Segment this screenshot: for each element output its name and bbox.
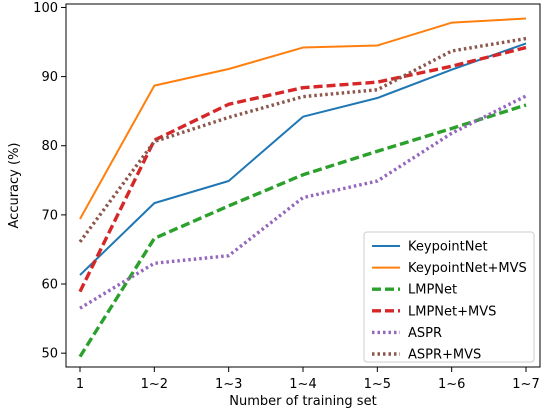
x-tick-label: 1~5 [364, 377, 391, 392]
series-line-keypointnet-mvs [79, 17, 527, 220]
legend: KeypointNet KeypointNet+MVS LMPNet LMPNet+M… [363, 231, 535, 363]
legend-label: KeypointNet [408, 240, 488, 255]
series-line-aspr [79, 94, 527, 310]
x-tick-label: 1 [76, 377, 84, 392]
x-axis-title: Number of training set [229, 394, 376, 409]
legend-label: ASPR+MVS [408, 348, 481, 363]
series-layer [78, 17, 527, 358]
x-tick-label: 1~4 [289, 377, 316, 392]
y-tick-label: 60 [41, 278, 58, 293]
x-tick-label: 1~3 [215, 377, 242, 392]
y-tick-label: 90 [41, 70, 58, 85]
x-tick-label: 1~2 [141, 377, 168, 392]
y-tick-label: 80 [41, 139, 58, 154]
y-tick-label: 70 [41, 208, 58, 223]
x-tick-label: 1~6 [438, 377, 465, 392]
legend-label: LMPNet+MVS [408, 304, 496, 319]
legend-label: KeypointNet+MVS [408, 261, 527, 276]
series-line-keypointnet [79, 42, 527, 276]
series-line-lmpnet-mvs [78, 45, 527, 293]
series-line-lmpnet [78, 103, 527, 358]
y-axis: 50 60 70 80 90 100 [33, 1, 66, 362]
legend-label: ASPR [408, 326, 442, 341]
x-axis: 1 1~2 1~3 1~4 1~5 1~6 1~7 [76, 367, 540, 392]
x-tick-label: 1~7 [512, 377, 539, 392]
y-tick-label: 50 [41, 347, 58, 362]
legend-label: LMPNet [408, 283, 457, 298]
y-axis-title: Accuracy (%) [7, 143, 22, 229]
legend-frame [363, 231, 535, 363]
y-tick-label: 100 [33, 1, 58, 16]
